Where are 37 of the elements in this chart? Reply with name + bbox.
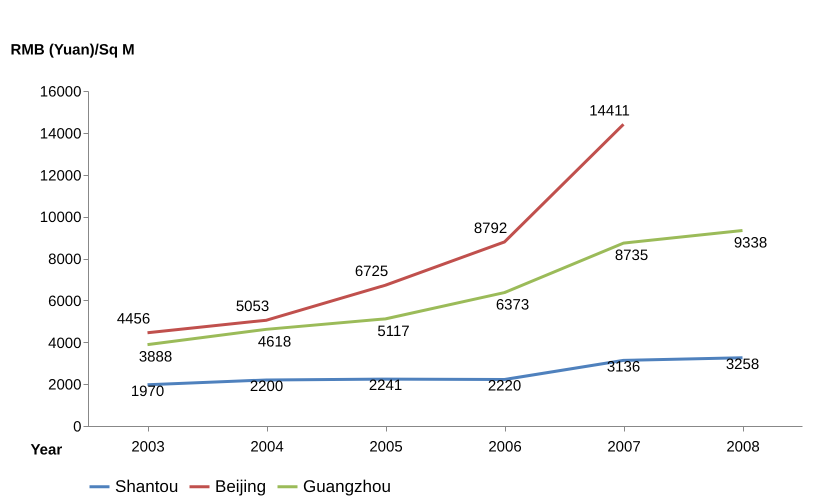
- data-label: 3258: [726, 356, 760, 373]
- data-label: 8792: [474, 220, 508, 237]
- data-label: 6725: [354, 263, 388, 280]
- data-label: 6373: [496, 296, 530, 314]
- data-label: 5053: [236, 298, 270, 316]
- data-label: 3888: [138, 348, 172, 366]
- legend-label: Beijing: [215, 476, 266, 496]
- x-tick-label: 2007: [607, 438, 641, 456]
- y-tick-label: 12000: [40, 167, 82, 184]
- data-label: 3136: [606, 358, 640, 376]
- y-tick-label: 6000: [48, 292, 82, 310]
- data-label: 14411: [589, 102, 630, 120]
- data-label: 4456: [116, 310, 150, 328]
- data-label: 4618: [258, 333, 292, 350]
- x-tick-label: 2003: [131, 438, 165, 456]
- y-tick-label: 2000: [48, 376, 82, 394]
- data-label: 2241: [368, 377, 402, 394]
- y-tick-label: 10000: [40, 209, 82, 226]
- x-tick-label: 2004: [250, 438, 284, 456]
- data-label: 2220: [488, 378, 522, 395]
- data-label: 5117: [377, 322, 410, 340]
- y-tick-label: 8000: [48, 251, 82, 268]
- x-tick-label: 2005: [369, 438, 403, 456]
- data-label: 1970: [130, 382, 164, 400]
- x-tick-label: 2008: [726, 438, 760, 456]
- y-tick-label: 4000: [48, 334, 82, 352]
- legend-label: Shantou: [115, 476, 178, 496]
- data-label: 9338: [734, 234, 768, 252]
- y-tick-label: 0: [73, 418, 82, 436]
- x-tick-label: 2006: [488, 438, 522, 456]
- x-axis-title: Year: [30, 442, 62, 458]
- y-axis-title: RMB (Yuan)/Sq M: [10, 42, 135, 58]
- y-tick-label: 16000: [40, 84, 82, 100]
- y-tick-label: 14000: [40, 125, 82, 142]
- data-label: 8735: [614, 247, 648, 264]
- legend-label: Guangzhou: [303, 476, 391, 496]
- data-label: 2200: [250, 378, 284, 395]
